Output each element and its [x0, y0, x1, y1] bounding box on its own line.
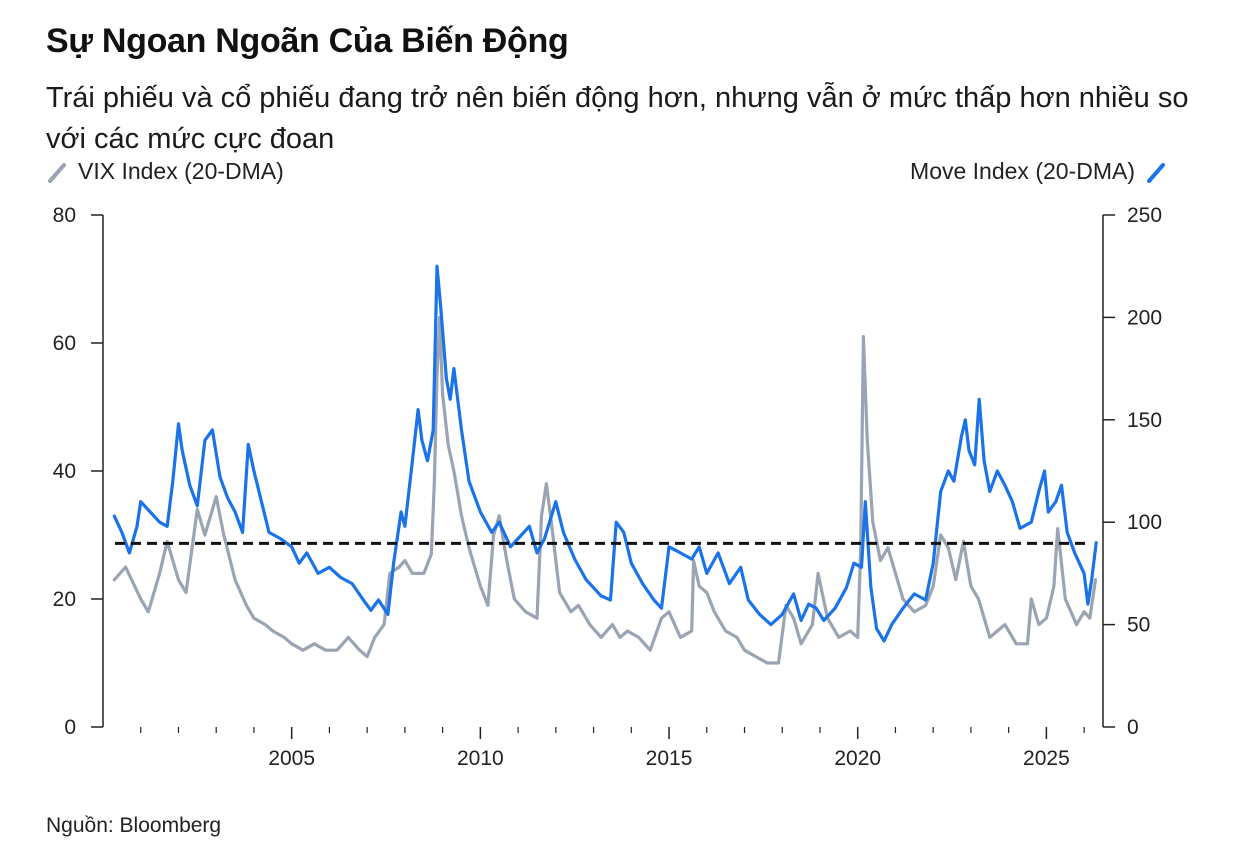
move-index-line	[112, 264, 1098, 643]
page-title: Sự Ngoan Ngoãn Của Biến Động	[46, 22, 569, 60]
subtitle: Trái phiếu và cổ phiếu đang trở nên biến…	[46, 82, 1189, 155]
x-tick-label: 2010	[457, 747, 504, 770]
x-tick-label: 2025	[1023, 747, 1070, 770]
y-left-tick-label: 40	[53, 460, 76, 483]
y-left-tick-label: 20	[53, 588, 76, 611]
legend-move: Move Index (20-DMA)	[910, 158, 1167, 185]
vix-legend-swatch-icon	[48, 162, 66, 183]
y-left-tick-label: 0	[64, 716, 76, 739]
y-right-tick-label: 200	[1127, 306, 1162, 329]
legend-vix: VIX Index (20-DMA)	[46, 158, 284, 185]
y-left-tick-label: 60	[53, 332, 76, 355]
source-note: Nguồn: Bloomberg	[46, 814, 222, 837]
move-legend-swatch-icon	[1147, 162, 1165, 183]
y-right-tick-label: 250	[1127, 204, 1162, 227]
y-left-tick-label: 80	[53, 204, 76, 227]
y-right-tick-label: 100	[1127, 511, 1162, 534]
y-right-tick-label: 150	[1127, 409, 1162, 432]
y-right-tick-label: 50	[1127, 614, 1150, 637]
vix-index-line	[112, 315, 1098, 665]
legend-vix-label: VIX Index (20-DMA)	[78, 158, 284, 184]
x-tick-label: 2020	[834, 747, 881, 770]
x-tick-label: 2015	[646, 747, 693, 770]
y-right-tick-label: 0	[1127, 716, 1139, 739]
legend-move-label: Move Index (20-DMA)	[910, 158, 1135, 184]
x-tick-label: 2005	[268, 747, 315, 770]
